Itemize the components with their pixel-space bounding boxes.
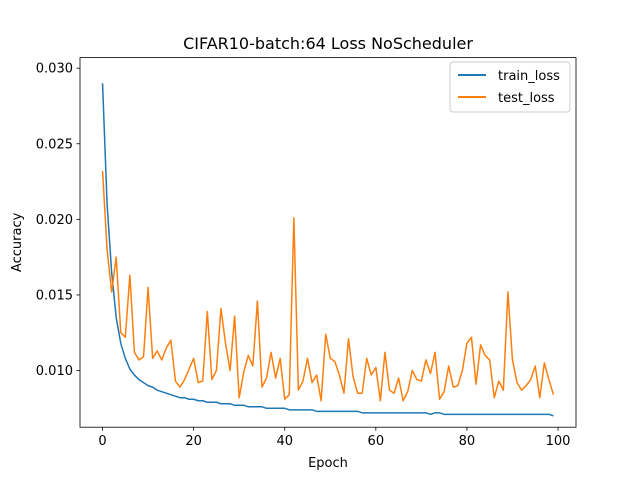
x-tick-label: 60	[368, 434, 385, 449]
x-tick-label: 40	[276, 434, 293, 449]
chart-title: CIFAR10-batch:64 Loss NoScheduler	[183, 34, 473, 53]
y-tick-label: 0.010	[36, 364, 73, 379]
x-axis: 0 20 40 60 80 100	[98, 427, 570, 449]
x-tick-label: 20	[185, 434, 202, 449]
y-tick-label: 0.020	[36, 213, 73, 228]
series-line-test-loss	[101, 170, 555, 402]
x-tick-label: 0	[98, 434, 106, 449]
legend-label-train-loss: train_loss	[498, 69, 560, 84]
plot-area	[101, 83, 555, 417]
x-tick-label: 80	[459, 434, 476, 449]
series-line-train-loss	[101, 83, 554, 417]
legend: train_loss test_loss	[449, 61, 571, 113]
x-tick-label: 100	[546, 434, 571, 449]
axes-frame	[79, 57, 577, 428]
y-tick-label: 0.025	[36, 137, 73, 152]
y-axis-label: Accuracy	[10, 212, 25, 272]
y-tick-label: 0.015	[36, 288, 73, 303]
x-axis-label: Epoch	[308, 456, 348, 471]
y-axis: 0.010 0.015 0.020 0.025 0.030	[36, 62, 80, 379]
legend-label-test-loss: test_loss	[498, 91, 555, 106]
y-tick-label: 0.030	[36, 62, 73, 77]
